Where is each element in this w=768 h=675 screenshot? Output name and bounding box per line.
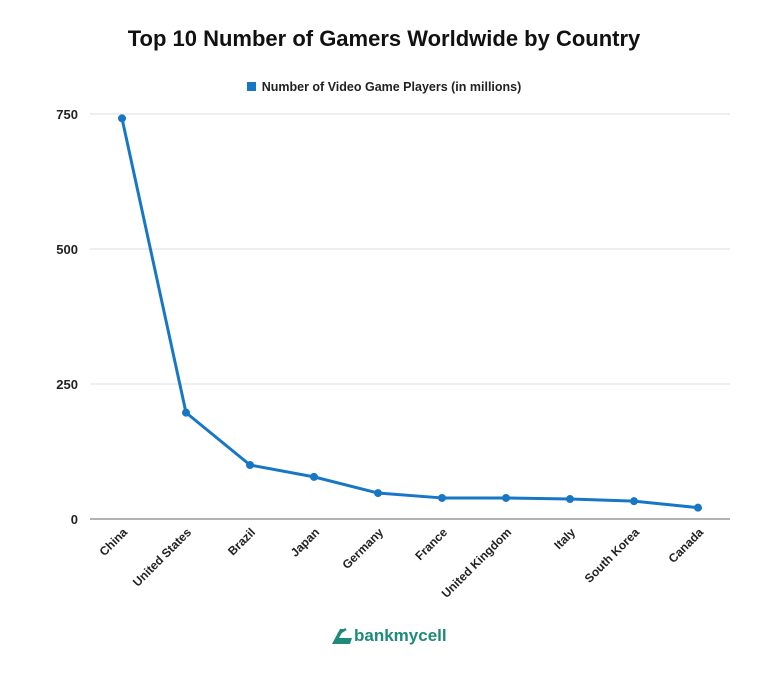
data-point — [566, 495, 574, 504]
x-tick-label: United Kingdom — [439, 525, 514, 600]
x-tick-label: South Korea — [582, 525, 643, 586]
x-tick-label: Japan — [288, 525, 322, 559]
data-point — [118, 114, 126, 123]
bankmycell-logo: bankmycell — [330, 626, 447, 646]
x-tick-label: Brazil — [225, 525, 258, 558]
x-tick-label: Germany — [339, 525, 386, 572]
x-tick-label: United States — [130, 525, 194, 589]
logo-text: bankmycell — [354, 626, 447, 645]
data-point — [246, 461, 254, 469]
y-tick-label: 500 — [56, 242, 78, 257]
chart-title: Top 10 Number of Gamers Worldwide by Cou… — [127, 26, 641, 51]
x-tick-label: Italy — [551, 525, 578, 552]
data-point — [502, 493, 510, 502]
y-tick-label: 250 — [56, 377, 78, 392]
data-point — [182, 408, 190, 417]
legend-swatch — [246, 82, 256, 91]
logo-icon — [332, 627, 352, 644]
x-tick-label: China — [97, 525, 131, 559]
series-line — [120, 118, 699, 510]
data-point — [310, 472, 318, 481]
x-tick-label: France — [412, 525, 450, 563]
legend-label: Number of Video Game Players (in million… — [261, 80, 522, 94]
data-point — [694, 503, 702, 512]
y-tick-label: 750 — [56, 107, 78, 122]
y-tick-label: 0 — [71, 512, 78, 527]
data-point — [630, 497, 638, 506]
data-point — [374, 489, 382, 498]
legend: Number of Video Game Players (in million… — [0, 80, 768, 94]
x-tick-label: Canada — [666, 525, 707, 566]
data-point — [438, 493, 446, 502]
